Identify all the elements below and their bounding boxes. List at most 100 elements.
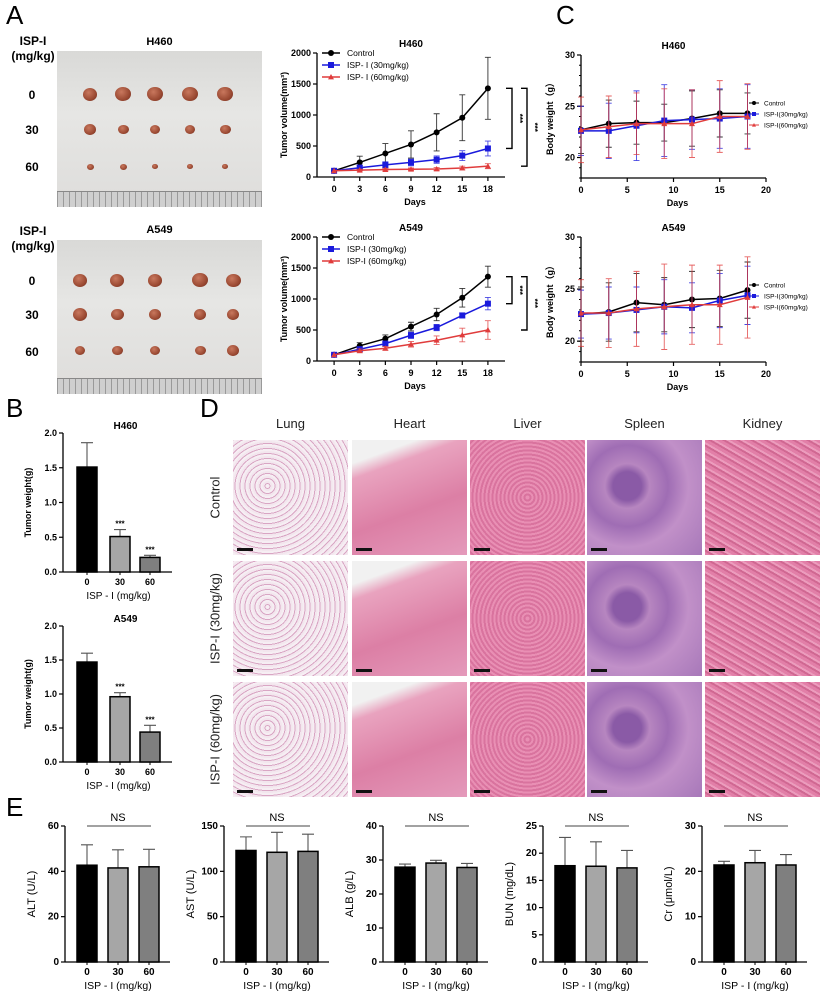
x-tick-label: 18 — [483, 368, 493, 378]
scale-bar — [591, 548, 607, 551]
scale-bar — [709, 669, 725, 672]
scale-bar — [356, 548, 372, 551]
x-tick-label: 60 — [143, 967, 155, 978]
data-point — [459, 331, 466, 338]
error-bar — [780, 854, 792, 865]
x-axis-label: Days — [667, 382, 689, 392]
he-stain-image — [470, 440, 585, 555]
y-tick-label: 0.0 — [44, 567, 57, 577]
tumor-specimen — [194, 309, 206, 320]
series-2 — [331, 320, 491, 358]
histology-column-header: Kidney — [742, 416, 783, 431]
he-stain-image — [705, 682, 820, 797]
error-bar — [271, 831, 283, 853]
tumor-specimen — [150, 346, 160, 355]
he-stain-image — [587, 682, 702, 797]
data-point — [752, 123, 756, 127]
x-tick-label: 60 — [461, 967, 473, 978]
data-point — [484, 273, 491, 280]
tumor-specimen — [83, 88, 97, 101]
row-label: 0 — [28, 274, 36, 288]
x-tick-label: 60 — [780, 967, 792, 978]
data-point — [382, 335, 389, 342]
x-tick-label: 9 — [408, 368, 413, 378]
x-tick-label: 0 — [84, 967, 90, 978]
y-tick-label: 25 — [565, 284, 575, 294]
bar-60 — [297, 850, 319, 963]
x-tick-label: 5 — [625, 369, 630, 379]
data-point — [328, 258, 334, 264]
tumor-photo — [57, 51, 262, 207]
x-tick-label: 30 — [271, 967, 283, 978]
data-point — [328, 234, 334, 240]
bar-0 — [394, 866, 416, 963]
tumor-specimen — [217, 87, 233, 102]
error-bar — [749, 849, 761, 863]
y-tick-label: 0 — [306, 356, 311, 366]
bar-60 — [775, 864, 797, 963]
tumor-specimen — [73, 274, 87, 287]
panel-label-c: C — [556, 0, 575, 30]
y-axis-label: Tumor weight(g) — [23, 468, 33, 538]
data-point — [459, 312, 466, 319]
scale-bar — [237, 548, 253, 551]
legend-label: ISP-I (60mg/kg) — [347, 256, 407, 266]
x-tick-label: 6 — [383, 368, 388, 378]
scale-bar — [474, 669, 490, 672]
error-bar — [144, 724, 156, 733]
scale-bar — [591, 669, 607, 672]
tumor-specimen — [84, 124, 96, 135]
data-point — [331, 351, 338, 358]
data-point — [459, 165, 466, 171]
significance-label: *** — [515, 114, 524, 124]
tumor-specimen — [227, 345, 239, 356]
tumor-specimen — [227, 309, 239, 320]
x-tick-label: 60 — [145, 767, 155, 777]
y-tick-label: 40 — [366, 821, 378, 832]
scale-bar — [237, 669, 253, 672]
y-tick-label: 5 — [531, 930, 537, 941]
data-point — [356, 347, 363, 354]
chart-title: A549 — [399, 223, 423, 234]
x-tick-label: 30 — [590, 967, 602, 978]
data-point — [459, 114, 466, 121]
significance-label: *** — [530, 123, 539, 133]
x-tick-label: 3 — [357, 368, 362, 378]
bar-30 — [107, 867, 129, 963]
bar-60 — [456, 866, 478, 963]
row-label: 60 — [25, 345, 39, 359]
scale-bar — [474, 548, 490, 551]
tumor-specimen — [119, 163, 127, 170]
tumor-specimen — [225, 273, 241, 287]
x-axis-label: ISP - I (mg/kg) — [86, 591, 150, 602]
y-tick-label: 1.5 — [44, 463, 57, 473]
y-axis-label: Tumor weight(g) — [23, 659, 33, 729]
row-label: 30 — [25, 308, 39, 322]
x-tick-label: 10 — [668, 185, 678, 195]
data-point — [752, 283, 756, 287]
he-stain-image — [470, 682, 585, 797]
data-point — [752, 112, 756, 116]
error-bar — [81, 844, 93, 866]
y-tick-label: 25 — [565, 101, 575, 111]
row-label: 30 — [25, 123, 39, 137]
tumor-specimen — [185, 125, 195, 134]
bar-60 — [138, 866, 160, 963]
photo-title: A549 — [146, 224, 173, 236]
tumor-specimen — [187, 164, 193, 170]
significance-label: NS — [588, 812, 603, 824]
x-tick-label: 15 — [715, 185, 725, 195]
data-point — [433, 156, 440, 163]
data-point — [328, 62, 334, 68]
row-header: ISP-I — [19, 224, 47, 238]
y-tick-label: 50 — [207, 912, 219, 923]
error-bar — [81, 652, 93, 663]
he-stain-image — [470, 561, 585, 676]
significance-label: NS — [269, 812, 284, 824]
significance-label: *** — [115, 520, 125, 529]
x-tick-label: 30 — [430, 967, 442, 978]
data-point — [382, 166, 389, 172]
scale-bar — [709, 790, 725, 793]
y-axis-label: Tumor volume(mm³) — [279, 72, 289, 158]
